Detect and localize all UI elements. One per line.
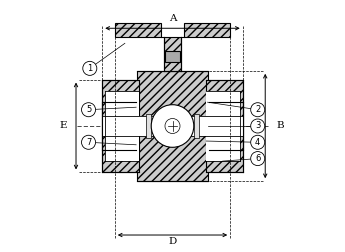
Circle shape [165, 118, 180, 134]
Text: 4: 4 [255, 138, 260, 147]
Circle shape [81, 135, 96, 149]
Text: B: B [276, 121, 284, 131]
Text: E: E [60, 121, 67, 131]
Bar [184, 23, 230, 37]
Circle shape [83, 61, 97, 75]
Circle shape [81, 103, 96, 117]
Circle shape [251, 135, 265, 149]
Text: 3: 3 [255, 121, 260, 131]
Circle shape [151, 105, 194, 147]
Circle shape [251, 103, 265, 117]
Bar [102, 80, 139, 172]
Text: 7: 7 [86, 138, 91, 147]
Bar [115, 23, 161, 37]
Circle shape [251, 151, 265, 166]
Bar [164, 37, 181, 71]
Text: A: A [169, 14, 176, 23]
Text: 2: 2 [255, 105, 260, 114]
Text: 6: 6 [255, 154, 260, 163]
Text: 5: 5 [86, 105, 91, 114]
Bar [194, 114, 199, 138]
Bar [206, 80, 243, 172]
Bar [102, 116, 243, 136]
Bar [166, 51, 179, 62]
Text: 1: 1 [87, 64, 92, 73]
Bar [209, 102, 243, 150]
Bar [137, 71, 208, 181]
Bar [105, 91, 139, 161]
Bar [206, 91, 240, 161]
Bar [102, 102, 136, 150]
Circle shape [251, 119, 265, 133]
Text: D: D [168, 237, 177, 246]
Bar [146, 114, 151, 138]
